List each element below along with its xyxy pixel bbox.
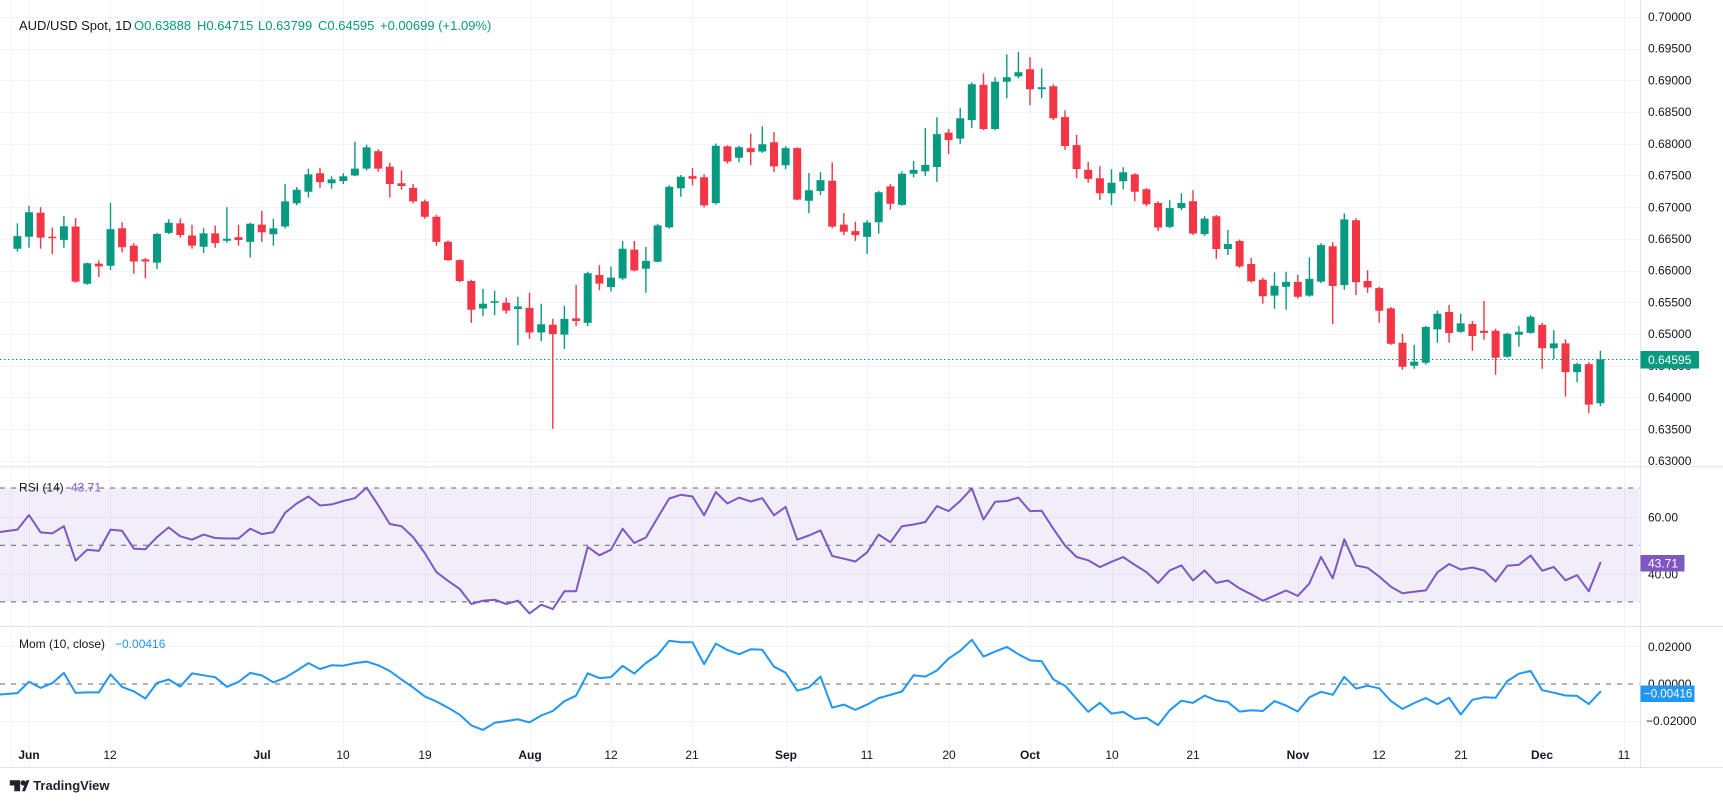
svg-text:RSI (14): RSI (14) bbox=[19, 481, 64, 495]
svg-text:21: 21 bbox=[1186, 748, 1200, 762]
svg-text:11: 11 bbox=[1618, 748, 1631, 762]
svg-text:H0.64715: H0.64715 bbox=[197, 18, 253, 33]
svg-text:C0.64595: C0.64595 bbox=[318, 18, 374, 33]
svg-text:19: 19 bbox=[418, 748, 432, 762]
svg-text:20: 20 bbox=[942, 748, 956, 762]
svg-text:21: 21 bbox=[685, 748, 699, 762]
svg-text:0.64595: 0.64595 bbox=[1648, 353, 1692, 367]
svg-text:Nov: Nov bbox=[1287, 748, 1310, 762]
svg-text:Sep: Sep bbox=[775, 748, 797, 762]
svg-text:−0.02000: −0.02000 bbox=[1646, 714, 1697, 728]
svg-text:0.69000: 0.69000 bbox=[1648, 73, 1692, 87]
svg-text:43.71: 43.71 bbox=[71, 481, 101, 495]
svg-text:−0.00416: −0.00416 bbox=[1644, 689, 1692, 701]
svg-text:0.63000: 0.63000 bbox=[1648, 454, 1692, 468]
svg-text:0.68500: 0.68500 bbox=[1648, 105, 1692, 119]
svg-text:0.70000: 0.70000 bbox=[1648, 10, 1692, 24]
svg-text:10: 10 bbox=[1105, 748, 1119, 762]
svg-text:0.65500: 0.65500 bbox=[1648, 295, 1692, 309]
svg-text:12: 12 bbox=[103, 748, 117, 762]
svg-text:Aug: Aug bbox=[518, 748, 541, 762]
svg-text:Mom (10, close): Mom (10, close) bbox=[19, 637, 105, 651]
svg-text:10: 10 bbox=[336, 748, 350, 762]
svg-text:Jul: Jul bbox=[253, 748, 270, 762]
svg-text:Jun: Jun bbox=[18, 748, 39, 762]
svg-text:O0.63888: O0.63888 bbox=[134, 18, 191, 33]
svg-text:TradingView: TradingView bbox=[33, 778, 110, 793]
svg-text:12: 12 bbox=[1372, 748, 1386, 762]
svg-text:43.71: 43.71 bbox=[1648, 557, 1678, 571]
svg-text:Oct: Oct bbox=[1020, 748, 1040, 762]
svg-text:0.65000: 0.65000 bbox=[1648, 327, 1692, 341]
svg-text:+0.00699 (+1.09%): +0.00699 (+1.09%) bbox=[380, 18, 491, 33]
svg-text:11: 11 bbox=[861, 748, 874, 762]
svg-text:21: 21 bbox=[1454, 748, 1468, 762]
svg-text:0.67000: 0.67000 bbox=[1648, 200, 1692, 214]
svg-text:0.66500: 0.66500 bbox=[1648, 232, 1692, 246]
svg-text:Dec: Dec bbox=[1531, 748, 1553, 762]
svg-text:60.00: 60.00 bbox=[1648, 511, 1678, 525]
svg-text:0.64000: 0.64000 bbox=[1648, 391, 1692, 405]
svg-text:0.69500: 0.69500 bbox=[1648, 42, 1692, 56]
svg-text:0.63500: 0.63500 bbox=[1648, 422, 1692, 436]
svg-text:AUD/USD Spot, 1D: AUD/USD Spot, 1D bbox=[19, 18, 132, 33]
svg-text:0.66000: 0.66000 bbox=[1648, 264, 1692, 278]
svg-text:−0.00416: −0.00416 bbox=[115, 637, 166, 651]
svg-text:0.02000: 0.02000 bbox=[1648, 640, 1692, 654]
svg-text:L0.63799: L0.63799 bbox=[258, 18, 312, 33]
svg-text:0.68000: 0.68000 bbox=[1648, 137, 1692, 151]
svg-text:12: 12 bbox=[604, 748, 618, 762]
svg-text:0.67500: 0.67500 bbox=[1648, 169, 1692, 183]
